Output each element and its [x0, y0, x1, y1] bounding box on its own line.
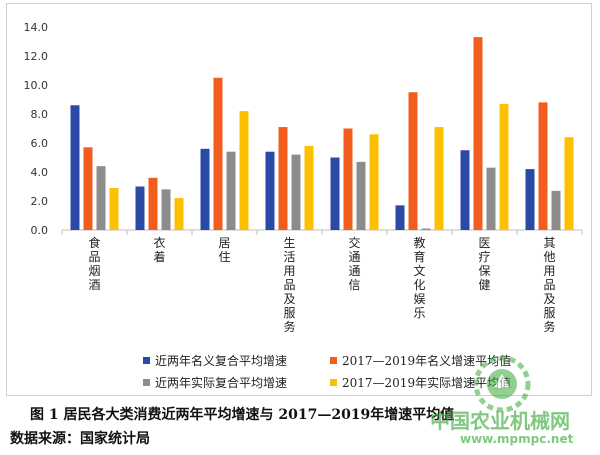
bar [356, 161, 366, 230]
x-tick-label: 居住 [218, 236, 230, 264]
data-source: 数据来源：国家统计局 [10, 431, 150, 447]
watermark-logo-icon [473, 355, 531, 413]
bar [70, 105, 80, 230]
bar [226, 151, 236, 230]
legend-label-3: 2017—2019年实际增速平均值 [342, 376, 512, 390]
bar [486, 167, 496, 230]
bar [499, 103, 509, 230]
bar [239, 111, 249, 230]
bar [109, 187, 119, 230]
bar [278, 127, 288, 230]
y-tick-label: 10.0 [24, 79, 49, 92]
bar [408, 92, 418, 230]
bar [265, 151, 275, 230]
legend-item-3: 2017—2019年实际增速平均值 [330, 374, 511, 391]
bar [421, 228, 431, 230]
watermark-text: 中国农业机械网 [430, 409, 570, 433]
legend-label-1: 2017—2019年名义增速平均值 [342, 354, 512, 368]
legend-swatch-2 [143, 379, 150, 386]
y-tick-label: 8.0 [31, 108, 49, 121]
legend-swatch-0 [143, 357, 150, 364]
bar [200, 148, 210, 230]
legend-label-0: 近两年名义复合平均增速 [155, 354, 288, 368]
bar [395, 205, 405, 230]
bar [330, 157, 340, 230]
watermark-url: www.mpmpc.net [460, 432, 574, 446]
bar [434, 127, 444, 230]
legend-item-0: 近两年名义复合平均增速 [143, 352, 287, 369]
bar [174, 198, 184, 230]
bar [564, 137, 574, 230]
bar [161, 189, 171, 230]
bar [83, 147, 93, 230]
y-tick-label: 2.0 [31, 195, 49, 208]
legend-item-2: 近两年实际复合平均增速 [143, 374, 287, 391]
x-tick-label: 食品烟酒 [88, 235, 100, 292]
bar [551, 190, 561, 230]
bar-chart: 0.0 2.0 4.0 6.0 8.0 10.0 12.0 14.0 食品烟酒 衣着 居住 生活用品及… [24, 21, 583, 334]
bar [213, 77, 223, 230]
legend-swatch-1 [330, 357, 337, 364]
bar [304, 145, 314, 230]
x-tick-label: 其他用品及服务 [543, 236, 555, 334]
x-tick-label: 衣着 [153, 235, 165, 264]
figure-caption: 图 1 居民各大类消费近两年平均增速与 2017—2019年增速平均值 [30, 407, 455, 423]
bar [525, 169, 535, 230]
bar [369, 134, 379, 230]
bar [148, 177, 158, 230]
bar [460, 150, 470, 230]
x-tick-label: 交通通信 [348, 235, 360, 292]
bar [135, 186, 145, 230]
legend-label-2: 近两年实际复合平均增速 [155, 376, 288, 390]
y-tick-label: 6.0 [31, 137, 49, 150]
bar [473, 37, 483, 231]
y-tick-label: 12.0 [24, 50, 49, 63]
legend-item-1: 2017—2019年名义增速平均值 [330, 352, 511, 369]
x-tick-label: 教育文化娱乐 [413, 235, 425, 320]
x-tick-label: 生活用品及服务 [283, 236, 295, 334]
y-tick-label: 14.0 [24, 21, 49, 34]
bar [343, 128, 353, 230]
y-tick-label: 0.0 [31, 224, 49, 237]
legend-swatch-3 [330, 379, 337, 386]
bar [538, 102, 548, 230]
x-tick-label: 医疗保健 [478, 236, 490, 292]
bar [96, 166, 106, 230]
bar [291, 154, 301, 230]
y-tick-label: 4.0 [31, 166, 49, 179]
